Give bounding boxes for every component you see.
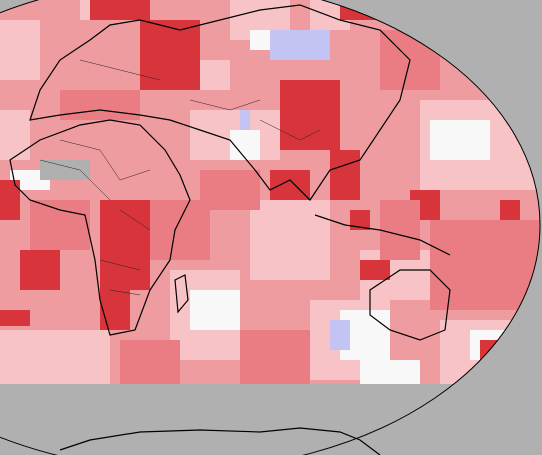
- madagascar-coast: [174, 274, 189, 314]
- islands-coast: [314, 214, 451, 256]
- borders: [39, 59, 321, 296]
- blue-cells: [240, 30, 350, 350]
- grid-cells: [0, 0, 540, 384]
- australia-coast: [369, 269, 451, 341]
- no-data-band: [0, 384, 420, 410]
- africa-coast: [9, 119, 191, 336]
- antarctica-coast: [59, 427, 381, 455]
- eurasia-coast: [29, 4, 411, 201]
- coastlines: [9, 4, 451, 341]
